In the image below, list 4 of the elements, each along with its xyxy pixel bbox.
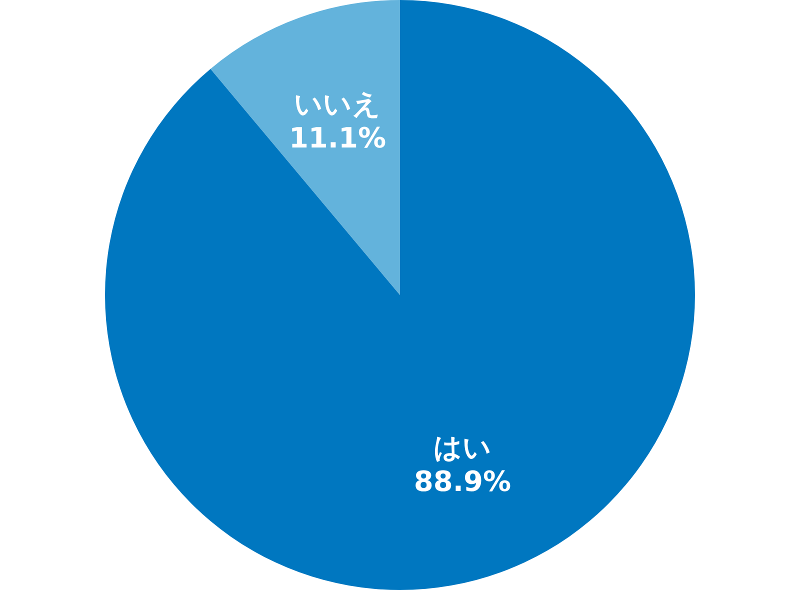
data-label: 11.1% <box>288 121 386 154</box>
slice-label: はい <box>433 431 492 464</box>
data-label: 88.9% <box>414 465 512 498</box>
slice-label: いいえ <box>294 87 382 120</box>
